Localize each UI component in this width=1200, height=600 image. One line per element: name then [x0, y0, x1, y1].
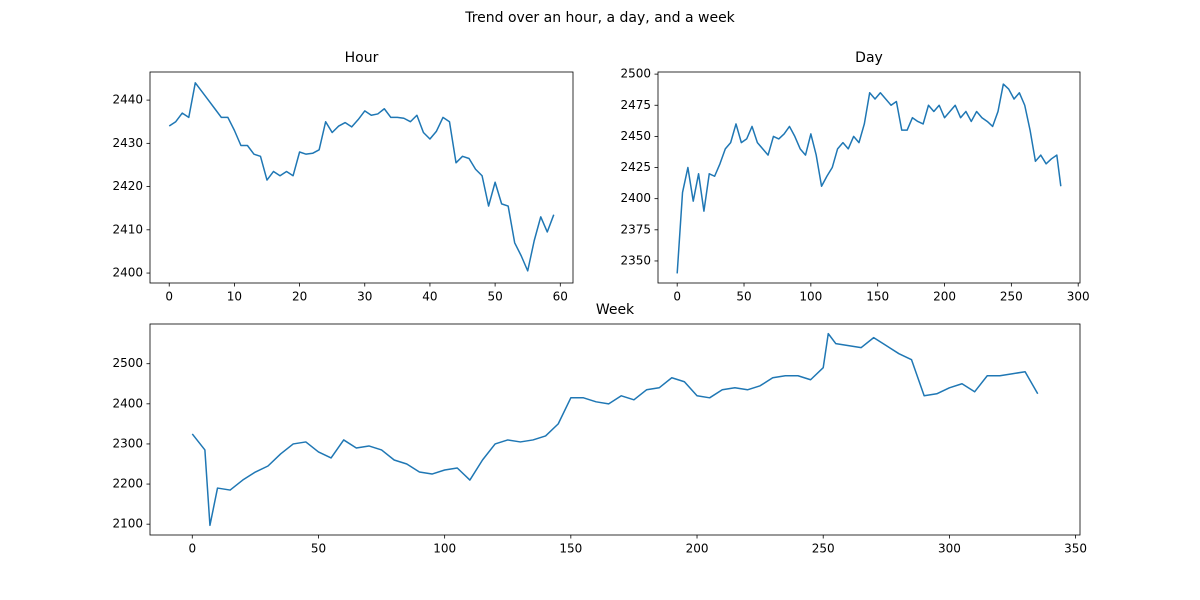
y-tick-label: 2450 — [620, 129, 651, 143]
y-tick-label: 2500 — [620, 67, 651, 81]
x-tick-label: 0 — [188, 542, 196, 556]
x-tick-label: 300 — [938, 542, 961, 556]
x-tick-label: 200 — [933, 290, 956, 304]
x-tick-label: 30 — [357, 290, 372, 304]
x-tick-label: 250 — [1000, 290, 1023, 304]
data-line — [676, 83, 1062, 274]
y-tick-label: 2440 — [112, 93, 143, 107]
y-tick-label: 2425 — [620, 160, 651, 174]
figure-title: Trend over an hour, a day, and a week — [464, 10, 735, 26]
axes-title: Week — [596, 302, 635, 318]
x-tick-label: 100 — [799, 290, 822, 304]
x-tick-label: 300 — [1067, 290, 1090, 304]
y-tick-label: 2500 — [112, 356, 143, 370]
y-tick-label: 2430 — [112, 136, 143, 150]
axes-title: Day — [855, 50, 883, 66]
x-tick-label: 350 — [1064, 542, 1087, 556]
axes-title: Hour — [345, 50, 379, 66]
axes-frame — [149, 323, 1081, 536]
x-tick-label: 0 — [165, 290, 173, 304]
data-line — [168, 82, 555, 272]
x-tick-label: 50 — [311, 542, 326, 556]
x-tick-label: 100 — [433, 542, 456, 556]
x-tick-label: 40 — [422, 290, 437, 304]
data-line — [191, 332, 1039, 527]
x-tick-label: 200 — [686, 542, 709, 556]
x-tick-label: 150 — [559, 542, 582, 556]
y-tick-label: 2100 — [112, 517, 143, 531]
x-tick-label: 10 — [227, 290, 242, 304]
x-tick-label: 20 — [292, 290, 307, 304]
x-tick-label: 50 — [736, 290, 751, 304]
axes-frame — [657, 71, 1081, 284]
y-tick-label: 2420 — [112, 179, 143, 193]
x-tick-label: 60 — [553, 290, 568, 304]
axes-frame — [149, 71, 574, 284]
y-tick-label: 2400 — [112, 266, 143, 280]
y-tick-label: 2400 — [620, 191, 651, 205]
y-tick-label: 2200 — [112, 477, 143, 491]
y-tick-label: 2375 — [620, 222, 651, 236]
x-tick-label: 50 — [487, 290, 502, 304]
x-tick-label: 250 — [812, 542, 835, 556]
y-tick-label: 2475 — [620, 98, 651, 112]
y-tick-label: 2350 — [620, 253, 651, 267]
y-tick-label: 2400 — [112, 396, 143, 410]
x-tick-label: 150 — [866, 290, 889, 304]
y-tick-label: 2410 — [112, 222, 143, 236]
x-tick-label: 0 — [673, 290, 681, 304]
y-tick-label: 2300 — [112, 436, 143, 450]
